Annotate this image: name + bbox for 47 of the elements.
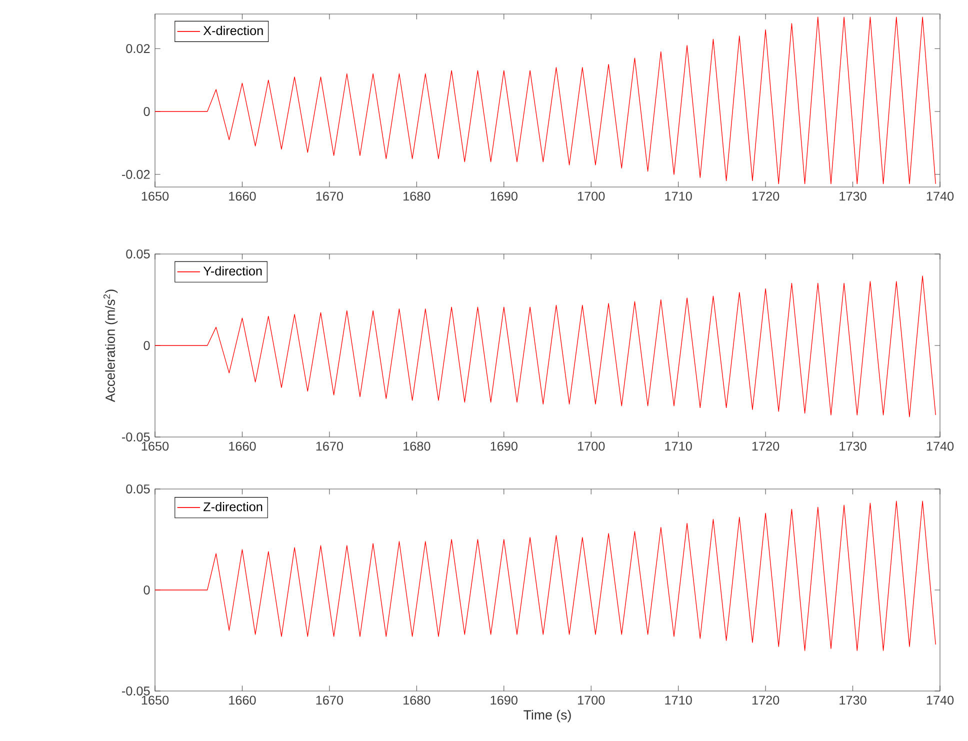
x-tick-label: 1690 <box>490 192 518 201</box>
x-tick-label: 1680 <box>404 696 430 705</box>
y-tick-label: 0 <box>144 585 150 594</box>
x-tick-label: 1740 <box>926 442 954 451</box>
x-tick-label: 1720 <box>752 192 780 201</box>
x-tick-label: 1650 <box>142 192 169 201</box>
x-tick-label: 1700 <box>578 192 605 201</box>
line-series <box>155 16 936 184</box>
line-series <box>155 276 936 418</box>
x-tick-label: 1690 <box>490 442 518 451</box>
y-axis-title: Acceleration (m/s$^{2}$) <box>104 290 118 402</box>
y-tick-label: -0.02 <box>122 170 150 179</box>
y-tick-label: -0.05 <box>122 686 150 696</box>
x-tick-label: 1710 <box>665 192 692 201</box>
x-tick-label: 1700 <box>578 442 605 451</box>
x-tick-label: 1650 <box>142 442 169 451</box>
y-tick-label: 0 <box>144 341 150 350</box>
x-tick-label: 1700 <box>578 696 605 705</box>
x-tick-label: 1680 <box>404 442 430 451</box>
y-tick-label: 0 <box>144 107 150 116</box>
x-tick-label: 1740 <box>926 696 954 705</box>
x-tick-label: 1710 <box>665 696 692 705</box>
x-tick-label: 1670 <box>316 442 344 451</box>
y-tick-label: 0.02 <box>126 44 150 54</box>
x-tick-label: 1660 <box>229 442 256 451</box>
legend-label: Z-direction <box>204 502 262 512</box>
x-tick-label: 1730 <box>840 696 866 705</box>
x-tick-label: 1670 <box>316 192 344 201</box>
x-tick-label: 1720 <box>752 442 780 451</box>
y-tick-label: 0.05 <box>126 484 150 494</box>
y-tick-label: -0.05 <box>122 432 150 442</box>
x-tick-label: 1730 <box>840 442 866 451</box>
x-tick-label: 1740 <box>926 192 954 201</box>
x-tick-label: 1710 <box>665 442 692 451</box>
x-tick-label: 1660 <box>229 192 256 201</box>
x-tick-label: 1650 <box>142 696 169 705</box>
x-axis-title: Time (s) <box>524 710 571 722</box>
x-tick-label: 1690 <box>490 696 518 705</box>
legend-label: Y-direction <box>203 266 262 276</box>
line-series <box>155 500 936 651</box>
y-tick-label: 0.05 <box>126 249 150 258</box>
legend-label: X-direction <box>203 26 263 36</box>
x-tick-label: 1720 <box>752 696 780 705</box>
x-tick-label: 1670 <box>316 696 344 705</box>
x-tick-label: 1730 <box>840 192 866 201</box>
x-tick-label: 1660 <box>229 696 256 705</box>
x-tick-label: 1680 <box>404 192 430 201</box>
